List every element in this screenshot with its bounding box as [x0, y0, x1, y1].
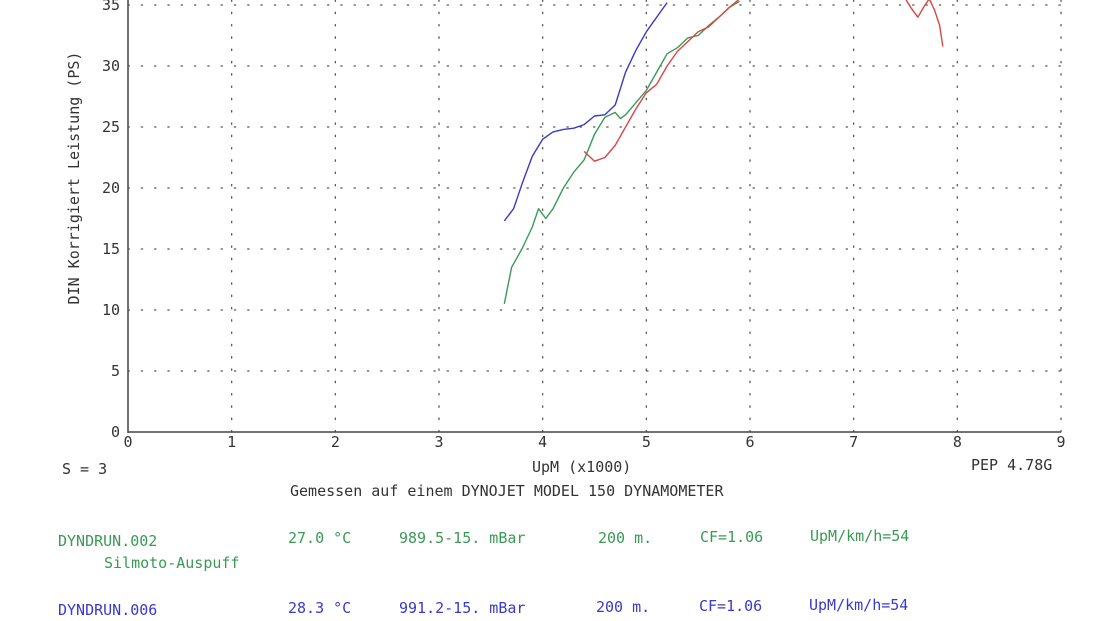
x-tick-label: 6 [745, 433, 754, 451]
run-correction-factor: CF=1.06 [700, 528, 764, 546]
y-tick-label: 35 [102, 0, 120, 14]
x-tick-label: 9 [1056, 433, 1065, 451]
y-tick-label: 30 [102, 57, 120, 75]
run-ratio: UpM/km/h=54 [810, 527, 910, 545]
x-tick-label: 4 [538, 433, 547, 451]
y-tick-label: 0 [111, 423, 120, 441]
y-tick-label: 25 [102, 118, 120, 136]
series-line [503, 2, 668, 222]
run-note: Silmoto-Auspuff [104, 554, 240, 572]
version-label: PEP 4.78G [971, 456, 1053, 474]
x-tick-label: 5 [642, 433, 651, 451]
run-altitude: 200 m. [596, 598, 651, 616]
tick-labels: 0 1 2 3 4 5 6 7 8 9 0 5 10 15 20 25 30 35 [102, 0, 1066, 451]
x-tick-label: 1 [227, 433, 236, 451]
grid [127, 0, 1062, 433]
measurement-note: Gemessen auf einem DYNOJET MODEL 150 DYN… [290, 482, 724, 500]
axes [127, 0, 1061, 433]
x-axis-label: UpM (x1000) [532, 458, 632, 476]
y-tick-label: 15 [102, 240, 120, 258]
run-altitude: 200 m. [598, 529, 653, 547]
x-tick-label: 2 [331, 433, 340, 451]
y-tick-label: 5 [111, 362, 120, 380]
run-ratio: UpM/km/h=54 [809, 596, 909, 614]
smoothing-label: S = 3 [62, 460, 108, 478]
y-axis-label: DIN Korrigiert Leistung (PS) [65, 52, 83, 305]
run-file: DYNDRUN.002 [58, 532, 158, 550]
run-correction-factor: CF=1.06 [699, 597, 763, 615]
x-tick-label: 8 [953, 433, 962, 451]
series-line [583, 0, 944, 162]
y-tick-label: 10 [102, 301, 120, 319]
x-tick-label: 3 [434, 433, 443, 451]
run-temperature: 27.0 °C [288, 529, 352, 547]
run-pressure: 989.5-15. mBar [399, 529, 526, 547]
series-line [503, 0, 740, 305]
run-pressure: 991.2-15. mBar [399, 599, 526, 617]
series-lines [503, 0, 944, 305]
y-tick-label: 20 [102, 179, 120, 197]
run-file: DYNDRUN.006 [58, 601, 158, 619]
x-tick-label: 7 [849, 433, 858, 451]
run-temperature: 28.3 °C [288, 599, 352, 617]
x-tick-label: 0 [123, 433, 132, 451]
